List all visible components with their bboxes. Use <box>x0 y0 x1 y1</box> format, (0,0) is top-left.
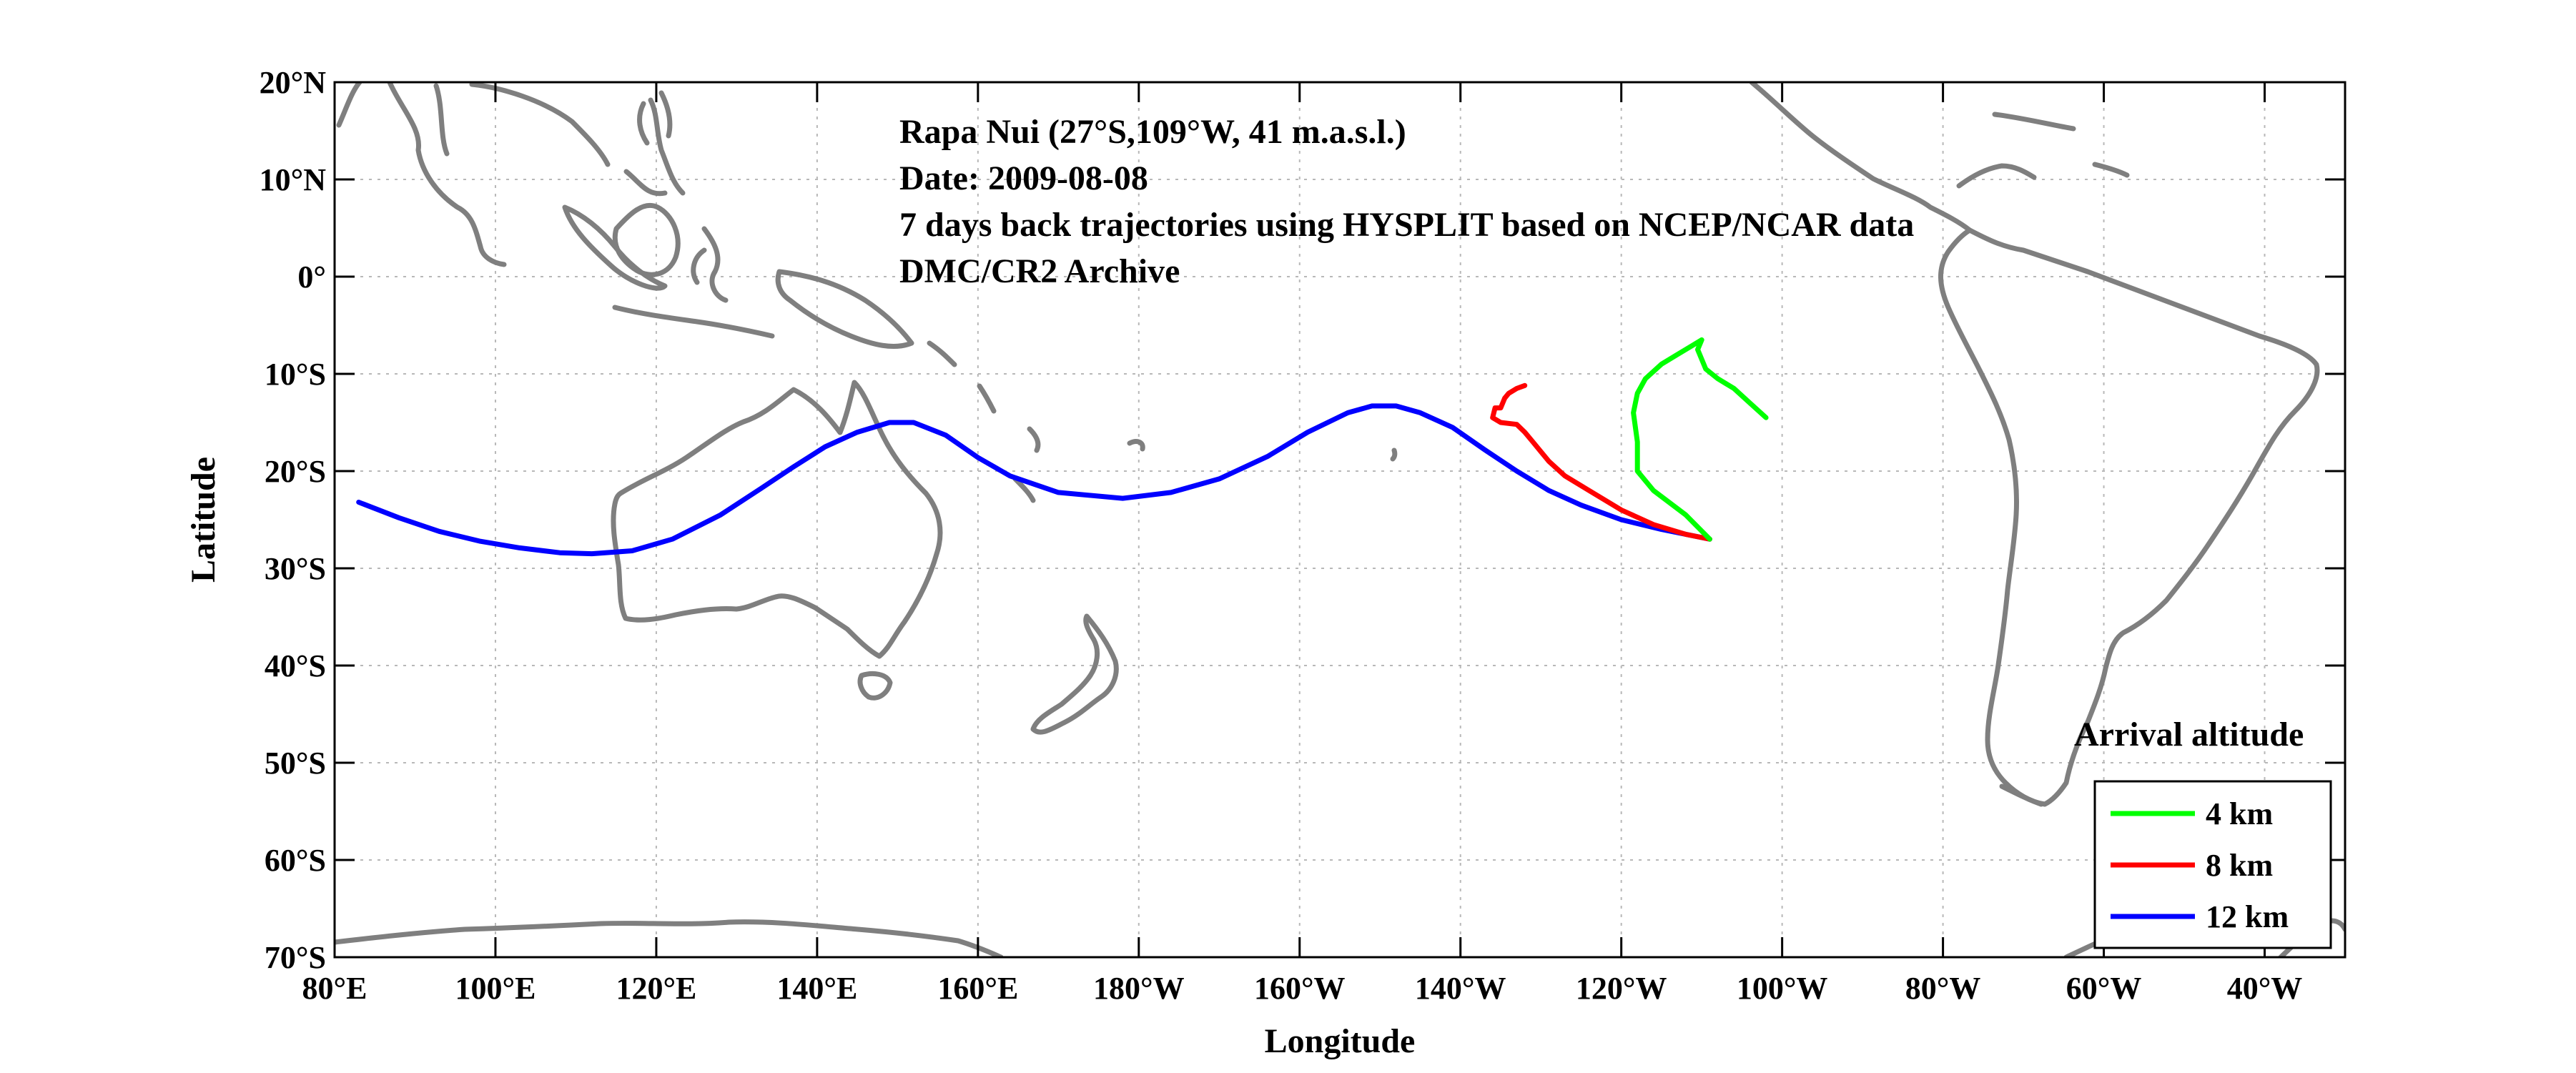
legend-label: 4 km <box>2206 796 2273 831</box>
legend-entries: 4 km 8 km 12 km <box>2111 796 2289 934</box>
coastline-tierra-del-fuego <box>1999 783 2044 807</box>
legend-title: Arrival altitude <box>2074 716 2304 753</box>
x-tick-label: 120°W <box>1576 971 1667 1006</box>
x-tick-label: 160°E <box>937 971 1018 1006</box>
annotation-line-3: 7 days back trajectories using HYSPLIT b… <box>899 206 1914 244</box>
y-tick-label: 50°S <box>265 746 326 781</box>
x-tick-label: 40°W <box>2227 971 2303 1006</box>
coastline-central-america <box>1749 82 2037 233</box>
trajectory-8-km <box>1490 382 1712 542</box>
y-tick-label: 60°S <box>265 843 326 878</box>
coastline-new-guinea <box>775 269 914 350</box>
trajectory-4-km <box>1631 337 1769 542</box>
x-tick-label: 60°W <box>2066 971 2142 1006</box>
y-tick-label: 20°N <box>260 65 327 100</box>
x-tick-label: 80°E <box>302 971 367 1006</box>
coastline-sulawesi <box>691 226 729 303</box>
annotation-line-2: Date: 2009-08-08 <box>899 159 1148 197</box>
coastline-japan <box>433 83 673 157</box>
x-tick-label: 160°W <box>1254 971 1346 1006</box>
y-axis-title: Latitude <box>184 457 222 583</box>
y-tick-label: 20°S <box>265 454 326 489</box>
x-tick-label: 140°E <box>776 971 857 1006</box>
coastline-tasmania <box>857 671 893 701</box>
legend: Arrival altitude 4 km 8 km 12 km <box>2074 716 2332 949</box>
coastline-asia <box>336 82 507 267</box>
y-tick-label: 10°N <box>260 162 327 197</box>
x-tick-label: 100°W <box>1737 971 1828 1006</box>
legend-label: 12 km <box>2206 899 2289 934</box>
annotation-line-4: DMC/CR2 Archive <box>899 252 1180 290</box>
legend-label: 8 km <box>2206 848 2273 883</box>
coastline-philippines <box>637 97 686 196</box>
x-tick-label: 100°E <box>455 971 536 1006</box>
y-tick-label: 0° <box>297 259 326 295</box>
annotation-line-1: Rapa Nui (27°S,109°W, 41 m.a.s.l.) <box>899 113 1406 151</box>
y-tick-label: 70°S <box>265 940 326 975</box>
plot-area <box>335 82 2345 957</box>
axes-frame <box>333 81 2346 959</box>
x-tick-label: 80°W <box>1905 971 1981 1006</box>
axis-ticks: 80°E 100°E 120°E 140°E 160°E 180°W 160°W 140°W 1… <box>260 65 2345 1006</box>
x-tick-label: 120°E <box>616 971 696 1006</box>
coastline-java <box>612 305 775 339</box>
coastline-australia <box>611 380 943 659</box>
coastline-south-america <box>1938 227 2320 807</box>
trajectory-12-km <box>356 403 1712 557</box>
x-axis-title: Longitude <box>1265 1022 1416 1060</box>
annotation-block: Rapa Nui (27°S,109°W, 41 m.a.s.l.) Date:… <box>899 113 1914 290</box>
coastline-sumatra <box>562 204 668 291</box>
x-tick-label: 180°W <box>1093 971 1185 1006</box>
coastline-new-zealand <box>1030 613 1119 735</box>
trajectory-series <box>356 337 1769 557</box>
y-tick-label: 40°S <box>265 648 326 683</box>
coastline-islands <box>927 340 1041 453</box>
coastline-borneo <box>612 202 681 277</box>
x-tick-label: 140°W <box>1415 971 1506 1006</box>
coastline-caribbean <box>1992 112 2130 178</box>
y-tick-label: 10°S <box>265 357 326 392</box>
y-tick-label: 30°S <box>265 551 326 586</box>
